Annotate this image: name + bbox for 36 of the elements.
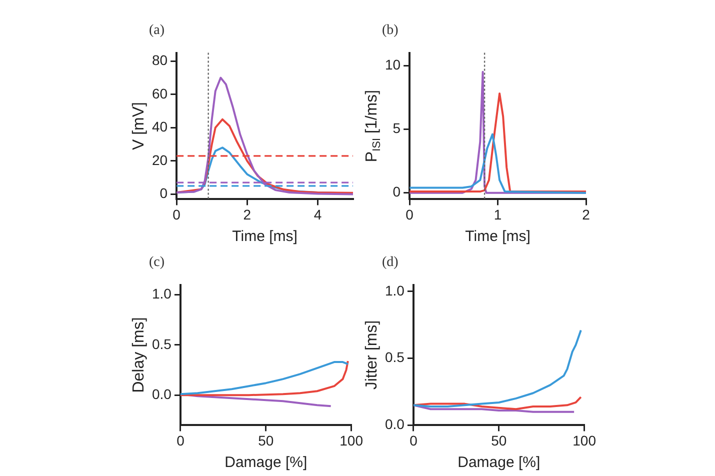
- y-tick-label: 20: [152, 152, 168, 168]
- y-tick-label: 0: [160, 185, 168, 202]
- x-axis-title: Time [ms]: [465, 228, 530, 246]
- chart-title: (b): [382, 23, 399, 38]
- y-tick-label: 10: [384, 56, 401, 72]
- y-tick-label: 0.0: [384, 416, 405, 432]
- x-tick-label: 0: [176, 432, 185, 448]
- chart-title: (d): [382, 255, 399, 270]
- y-axis-title: Jitter [ms]: [363, 320, 380, 390]
- y-tick-label: 1.0: [152, 286, 172, 302]
- x-tick-label: 0: [410, 432, 418, 448]
- x-tick-label: 100: [340, 432, 364, 448]
- y-tick-label: 40: [152, 118, 168, 135]
- y-axis-title: V [mV]: [130, 102, 148, 150]
- x-axis-title: Damage [%]: [224, 454, 308, 472]
- y-tick-label: 0.0: [152, 386, 172, 402]
- y-tick-label: 0.5: [152, 336, 172, 352]
- y-tick-label: 0: [392, 184, 401, 200]
- x-tick-label: 50: [258, 432, 274, 448]
- x-tick-label: 1: [494, 206, 502, 222]
- y-tick-label: 60: [152, 85, 168, 102]
- y-axis-title: PISI [1/ms]: [363, 90, 384, 162]
- x-tick-label: 100: [572, 432, 596, 448]
- chart-title: (c): [149, 255, 165, 270]
- x-axis-title: Damage [%]: [458, 454, 540, 472]
- y-tick-label: 5: [392, 120, 401, 136]
- y-tick-label: 1.0: [384, 282, 405, 298]
- x-axis-title: Time [ms]: [232, 228, 298, 246]
- chart-title: (a): [149, 23, 165, 38]
- y-tick-label: 80: [152, 52, 168, 68]
- y-tick-label: 0.5: [384, 349, 405, 366]
- x-tick-label: 2: [243, 206, 252, 222]
- x-tick-label: 4: [314, 206, 322, 222]
- x-tick-label: 2: [582, 206, 590, 222]
- x-tick-label: 50: [491, 432, 507, 448]
- y-axis-title: Delay [ms]: [130, 317, 148, 393]
